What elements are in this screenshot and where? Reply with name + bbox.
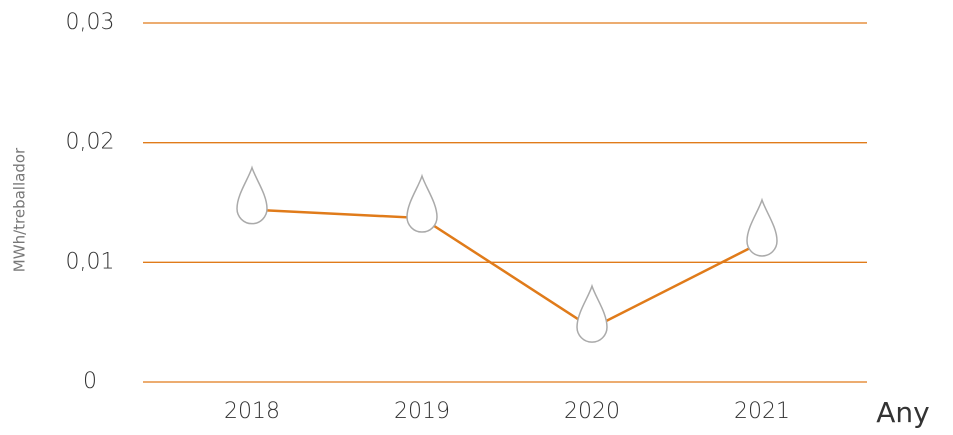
x-tick-label: 2019	[394, 399, 450, 424]
drop-marker	[576, 283, 608, 343]
y-tick-label: 0,01	[66, 249, 115, 274]
drop-marker	[236, 165, 268, 225]
y-axis-label: MWh/treballador	[11, 147, 29, 272]
x-tick-label: 2021	[734, 399, 790, 424]
x-tick-label: 2018	[224, 399, 280, 424]
y-tick-label: 0,03	[66, 10, 115, 35]
x-tick-label: 2020	[564, 399, 620, 424]
drop-marker	[746, 197, 778, 257]
y-tick-label: 0	[83, 369, 97, 394]
drop-marker	[406, 173, 438, 233]
x-axis-label: Any	[876, 396, 929, 429]
line	[251, 208, 763, 330]
y-tick-label: 0,02	[66, 130, 115, 155]
